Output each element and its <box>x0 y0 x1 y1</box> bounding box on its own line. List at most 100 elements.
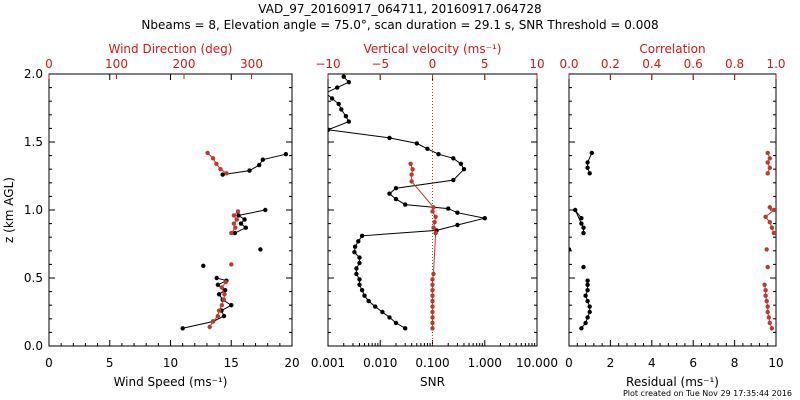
data-point <box>414 141 419 146</box>
data-point <box>766 315 771 320</box>
x-tick-label: 6 <box>689 356 697 370</box>
data-point <box>765 160 770 165</box>
top-tick-label: −5 <box>371 57 389 71</box>
data-point <box>229 303 234 308</box>
data-point <box>354 266 359 271</box>
data-point <box>581 225 586 230</box>
data-point <box>393 186 399 191</box>
data-point <box>359 233 365 238</box>
data-point <box>430 288 435 293</box>
data-point <box>585 315 590 320</box>
data-point <box>258 247 263 252</box>
data-point <box>455 210 460 215</box>
panel-3: 0 2 4 6 8 10 0.0 0.2 0.4 0.6 0.8 1.0 Residual (ms⁻¹)… <box>559 42 785 389</box>
data-point <box>210 156 216 161</box>
series-red-8 <box>765 150 772 176</box>
data-point <box>436 152 441 157</box>
data-point <box>339 107 344 112</box>
top-tick-label: 0.0 <box>559 57 578 71</box>
x-tick-label: 0 <box>565 356 573 370</box>
y-axis-label: z (km AGL) <box>2 177 16 243</box>
data-point <box>432 220 437 225</box>
series-line <box>574 209 584 234</box>
data-point <box>393 196 399 202</box>
data-point <box>359 288 365 293</box>
top-tick-label: 200 <box>173 57 196 71</box>
data-point <box>233 225 238 230</box>
data-point <box>585 282 590 287</box>
data-point <box>231 213 237 218</box>
data-point <box>214 161 219 166</box>
series-black-1 <box>328 74 487 331</box>
x-tick-label: 2 <box>607 356 615 370</box>
data-point <box>430 282 435 287</box>
data-point <box>451 177 456 183</box>
data-point <box>210 319 216 324</box>
data-point <box>352 244 358 249</box>
series-black-2 <box>232 207 268 236</box>
data-point <box>229 230 234 236</box>
data-point <box>373 304 378 309</box>
data-point <box>341 74 346 79</box>
panel-2: 0.001 0.010 0.100 1.000 10.000 −10 −5 0 5 10 SNR Ve… <box>311 42 558 389</box>
data-point <box>409 172 414 177</box>
series-red-5 <box>207 279 228 330</box>
x-tick-label: 8 <box>731 356 739 370</box>
data-point <box>223 279 228 285</box>
data-point <box>763 293 768 298</box>
data-point <box>431 225 436 230</box>
data-point <box>403 326 408 331</box>
y-tick-label: 0.5 <box>24 271 43 285</box>
top-tick-label: 0.4 <box>642 57 661 71</box>
series-red-5 <box>762 282 775 331</box>
data-point <box>425 146 430 151</box>
data-point <box>585 160 590 165</box>
data-point <box>573 207 578 213</box>
data-point <box>767 165 772 170</box>
top-tick-label: 1.0 <box>766 57 785 71</box>
data-point <box>346 80 351 85</box>
data-point <box>765 309 770 315</box>
y-tick-label: 1.0 <box>24 203 43 217</box>
data-point <box>218 167 223 172</box>
data-point <box>220 172 225 177</box>
data-point <box>387 135 392 141</box>
data-point <box>430 277 435 282</box>
data-point <box>357 260 362 266</box>
x-tick-label: 10 <box>768 356 783 370</box>
data-point <box>409 179 414 184</box>
data-point <box>569 247 572 252</box>
data-point <box>579 216 584 221</box>
data-point <box>583 320 588 326</box>
data-point <box>223 288 228 293</box>
data-point <box>762 282 767 287</box>
data-point <box>387 315 392 320</box>
top-tick-label: 5 <box>481 57 489 71</box>
data-point <box>410 167 415 172</box>
series-black-4 <box>585 150 594 176</box>
data-point <box>205 150 210 156</box>
series-black-3 <box>201 247 263 268</box>
data-point <box>587 309 592 315</box>
data-point <box>214 275 219 281</box>
series-black-4 <box>220 152 289 177</box>
data-point <box>433 230 438 236</box>
data-point <box>482 216 487 221</box>
data-point <box>219 303 224 308</box>
data-point <box>234 217 239 222</box>
top-tick-label: 0.6 <box>684 57 703 71</box>
data-point <box>765 150 770 156</box>
data-point <box>430 309 435 315</box>
series-line <box>222 153 287 176</box>
data-point <box>229 262 234 267</box>
data-point <box>587 304 592 309</box>
data-point <box>589 150 594 156</box>
data-point <box>430 320 435 326</box>
data-point <box>357 255 362 260</box>
data-point <box>767 156 772 161</box>
data-point <box>242 217 247 222</box>
data-point <box>283 152 289 157</box>
top-axis-label: Wind Direction (deg) <box>109 42 233 56</box>
